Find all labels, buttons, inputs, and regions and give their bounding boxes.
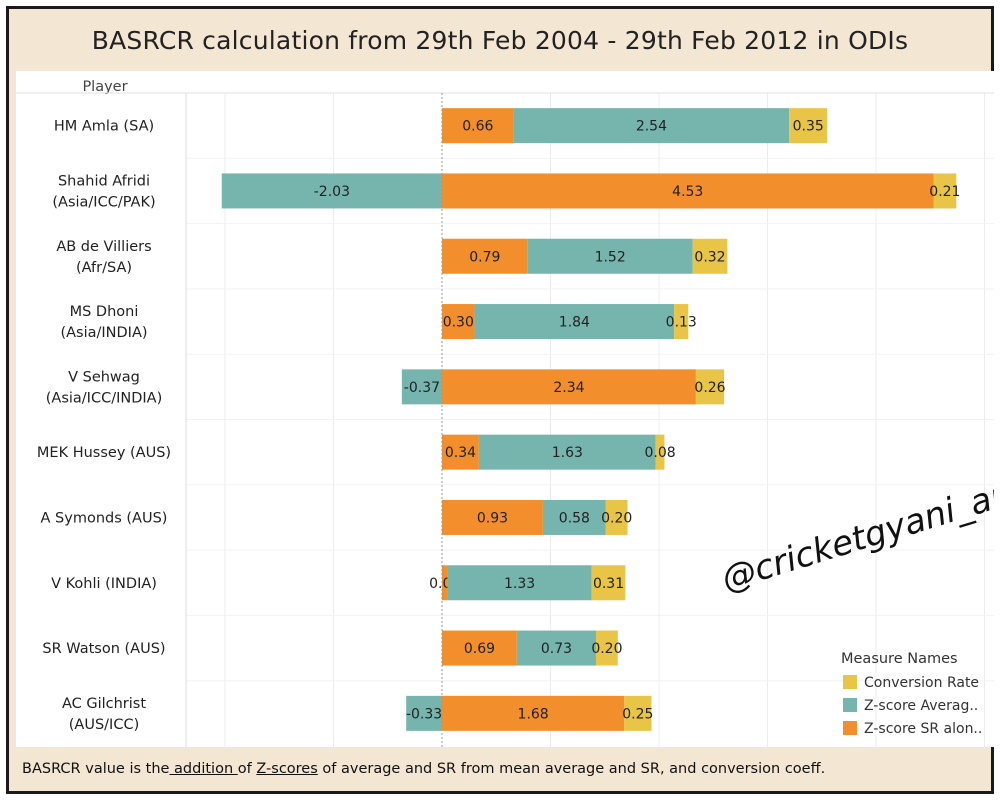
legend-swatch xyxy=(843,675,857,689)
legend-swatch xyxy=(843,721,857,735)
bar-segment xyxy=(624,695,652,731)
bar-segment xyxy=(655,434,665,470)
y-axis-title: Player xyxy=(82,79,127,95)
bar-segment xyxy=(442,173,934,209)
bar-value-label: 2.34 xyxy=(553,380,584,396)
bar-value-label: 0.08 xyxy=(644,445,675,461)
bar-value-label: -2.03 xyxy=(314,184,350,200)
bar-segment xyxy=(591,565,626,601)
legend-entry: Z-score Averag.. xyxy=(864,698,978,714)
bar-segment xyxy=(442,304,475,340)
bar-value-label: 4.53 xyxy=(672,184,703,200)
bar-value-label: 0.66 xyxy=(462,119,493,135)
plot-area: Player 0.66 2.54 0.35 HM Amla (SA) 4.53 -2.03 0… xyxy=(16,71,1000,747)
bar-value-label: 1.63 xyxy=(552,445,583,461)
bar-segment xyxy=(442,630,517,666)
bar-segment xyxy=(442,565,448,601)
chart-title: BASRCR calculation from 29th Feb 2004 - … xyxy=(91,25,909,55)
bar-value-label: 2.54 xyxy=(636,119,667,135)
category-label: AC Gilchrist xyxy=(62,696,146,712)
watermark-handle: @cricketgyani_an xyxy=(717,473,994,599)
legend-entry: Z-score SR alon.. xyxy=(864,721,982,737)
footer-text-1: BASRCR value is the xyxy=(22,761,170,777)
bar-value-label: 0.25 xyxy=(622,706,653,722)
category-label: SR Watson (AUS) xyxy=(42,641,165,657)
footer-underlined-zscores: Z-scores xyxy=(256,761,318,777)
bar-segment xyxy=(442,434,479,470)
chart-frame: BASRCR calculation from 29th Feb 2004 - … xyxy=(6,6,1000,794)
bar-value-label: 1.52 xyxy=(595,249,626,265)
bar-value-label: 0.31 xyxy=(593,576,624,592)
bar-segment xyxy=(221,173,442,209)
bar-segment xyxy=(789,108,828,144)
category-label: AB de Villiers xyxy=(56,239,151,255)
legend-title: Measure Names xyxy=(841,651,958,667)
bar-value-label: 0.13 xyxy=(666,315,697,331)
bar-segment xyxy=(442,369,696,405)
footer-note: BASRCR value is the addition of Z-scores… xyxy=(22,761,982,789)
category-label: MEK Hussey (AUS) xyxy=(37,445,171,461)
bar-segment xyxy=(516,630,597,666)
footer-text-2: of xyxy=(237,761,257,777)
footer-underlined-addition: addition xyxy=(169,761,238,777)
legend-entry: Conversion Rate xyxy=(864,675,979,691)
category-label: (Afr/SA) xyxy=(76,260,132,276)
bar-segment xyxy=(513,108,790,144)
bar-value-label: -0.37 xyxy=(404,380,440,396)
footer-text-3: of average and SR from mean average and … xyxy=(317,761,826,777)
category-label: V Sehwag xyxy=(68,369,140,385)
bar-segment xyxy=(442,499,543,535)
bar-value-label: 0.26 xyxy=(694,380,725,396)
bar-segment xyxy=(527,238,693,274)
bar-segment xyxy=(442,695,625,731)
bar-value-label: 0.20 xyxy=(591,641,622,657)
bar-segment xyxy=(442,238,528,274)
bar-value-label: 0.69 xyxy=(464,641,495,657)
bar-segment xyxy=(692,238,728,274)
bar-segment xyxy=(401,369,442,405)
category-label: A Symonds (AUS) xyxy=(41,510,168,526)
bar-value-label: 0.35 xyxy=(793,119,824,135)
bar-segment xyxy=(933,173,957,209)
bar-value-label: 0.73 xyxy=(541,641,572,657)
bar-value-label: 1.33 xyxy=(504,576,535,592)
bar-segment xyxy=(406,695,442,731)
bar-value-label: 0.30 xyxy=(443,315,474,331)
category-label: (Asia/INDIA) xyxy=(60,325,147,341)
category-label: (Asia/ICC/INDIA) xyxy=(46,390,162,406)
bar-segment xyxy=(474,304,675,340)
category-label: Shahid Afridi xyxy=(58,173,150,189)
bar-value-label: -0.33 xyxy=(406,706,442,722)
bar-segment xyxy=(596,630,618,666)
bar-segment xyxy=(542,499,606,535)
category-label: (Asia/ICC/PAK) xyxy=(52,194,155,210)
bar-segment xyxy=(695,369,725,405)
category-label: HM Amla (SA) xyxy=(54,119,154,135)
bar-value-label: 0.34 xyxy=(445,445,476,461)
bar-segment xyxy=(605,499,628,535)
legend-swatch xyxy=(843,698,857,712)
bar-segment xyxy=(447,565,592,601)
bar-value-label: 0.58 xyxy=(559,510,590,526)
category-label: MS Dhoni xyxy=(70,304,139,320)
bar-segment xyxy=(442,108,514,144)
bar-value-label: 0.21 xyxy=(929,184,960,200)
basrcr-stacked-bar-chart: Player 0.66 2.54 0.35 HM Amla (SA) 4.53 -2.03 0… xyxy=(16,79,1000,747)
bar-value-label: 0.79 xyxy=(469,249,500,265)
category-label: V Kohli (INDIA) xyxy=(51,576,157,592)
bar-segment xyxy=(674,304,689,340)
bar-segment xyxy=(478,434,656,470)
bar-value-label: 0.20 xyxy=(601,510,632,526)
bar-value-label: 1.68 xyxy=(518,706,549,722)
bar-value-label: 0.32 xyxy=(694,249,725,265)
bar-value-label: 1.84 xyxy=(559,315,590,331)
category-label: (AUS/ICC) xyxy=(69,717,139,733)
bar-value-label: 0.93 xyxy=(477,510,508,526)
